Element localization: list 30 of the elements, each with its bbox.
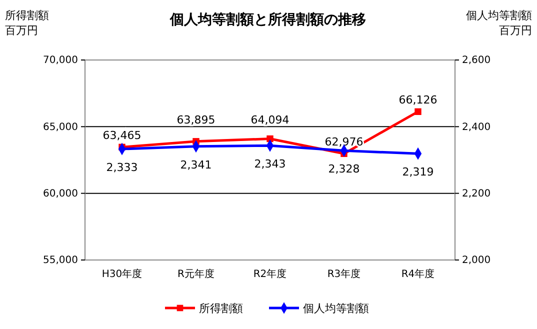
x-tick-label: R元年度: [178, 268, 214, 280]
y-tick-label: 55,000: [43, 255, 78, 266]
point: [266, 135, 274, 142]
y2-axis-title: 個人均等割額百万円: [465, 8, 532, 38]
point: [414, 108, 422, 116]
y2-tick-label: 2,400: [462, 122, 491, 133]
y-axis-title: 所得割額百万円: [5, 8, 50, 38]
data-label: 62,976: [324, 136, 364, 149]
x-tick-label: R2年度: [253, 268, 287, 280]
x-tick-label: R3年度: [327, 268, 361, 280]
data-label: 2,333: [106, 161, 138, 174]
y2-tick-label: 2,200: [462, 188, 491, 200]
data-label: 2,343: [254, 158, 286, 171]
data-label: 63,465: [102, 129, 142, 142]
legend-label: 個人均等割額: [303, 302, 369, 315]
data-label: 64,094: [250, 114, 290, 127]
y-tick-label: 70,000: [43, 55, 78, 66]
data-label: 2,328: [328, 162, 360, 176]
y2-tick-label: 2,000: [462, 255, 491, 266]
x-tick-label: R4年度: [401, 268, 435, 280]
y-tick-label: 60,000: [43, 188, 78, 200]
x-tick-label: H30年度: [102, 268, 142, 280]
y2-tick-label: 2,600: [462, 55, 491, 66]
y-tick-label: 65,000: [43, 122, 78, 133]
legend-label: 所得割額: [199, 302, 243, 315]
data-label: 2,319: [402, 166, 434, 179]
data-label: 2,341: [180, 158, 212, 172]
data-label: 66,126: [398, 94, 438, 107]
chart-title: 個人均等割額と所得割額の推移: [169, 11, 366, 28]
data-label: 63,895: [176, 114, 216, 127]
